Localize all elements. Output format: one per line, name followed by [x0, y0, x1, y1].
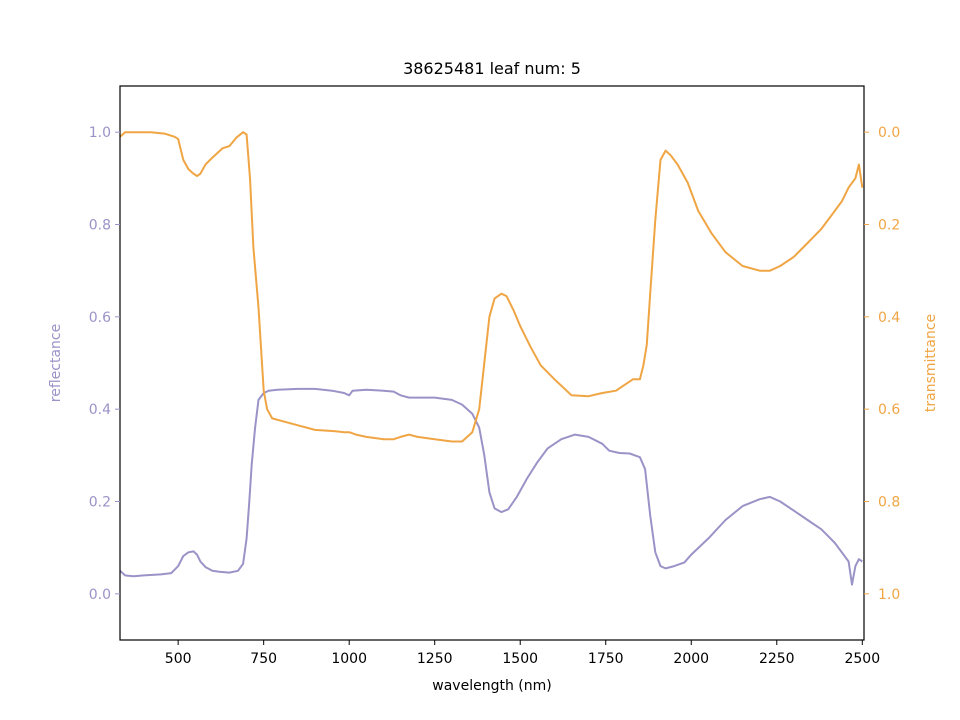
right-tick-label: 0.8	[878, 495, 900, 511]
x-tick-label: 2500	[844, 651, 880, 667]
x-tick-label: 1000	[331, 651, 367, 667]
chart-title: 38625481 leaf num: 5	[403, 59, 581, 78]
axes-frame	[119, 85, 865, 641]
x-tick-label: 750	[250, 651, 277, 667]
transmittance-line	[120, 131, 864, 443]
x-tick-label: 2000	[673, 651, 709, 667]
reflectance-line	[120, 387, 863, 586]
right-tick-label: 0.0	[878, 125, 900, 141]
right-tick-label: 0.6	[878, 402, 900, 418]
x-tick-label: 1250	[417, 651, 453, 667]
left-tick-label: 0.2	[89, 495, 111, 511]
left-tick-label: 0.8	[89, 218, 111, 234]
right-tick-label: 0.4	[878, 310, 900, 326]
left-tick-label: 0.0	[89, 587, 111, 603]
x-tick-label: 1500	[502, 651, 538, 667]
right-tick-label: 1.0	[878, 587, 900, 603]
series-layer	[120, 131, 864, 586]
left-tick-label: 1.0	[89, 125, 111, 141]
right-axis-ticks: 0.0 0.2 0.4 0.6 0.8 1.0	[864, 125, 900, 603]
x-tick-label: 500	[165, 651, 192, 667]
left-tick-label: 0.6	[89, 310, 111, 326]
x-tick-label: 2250	[759, 651, 795, 667]
x-axis-ticks: 500 750 1000 1250 1500 1750 2000 2250 2500	[165, 640, 880, 667]
left-tick-label: 0.4	[89, 402, 111, 418]
right-tick-label: 0.2	[878, 218, 900, 234]
left-axis-ticks: 0.0 0.2 0.4 0.6 0.8 1.0	[89, 125, 120, 603]
x-axis-label: wavelength (nm)	[432, 678, 551, 694]
left-axis-label: reflectance	[48, 324, 64, 402]
right-axis-label: transmittance	[923, 314, 939, 412]
x-tick-label: 1750	[588, 651, 624, 667]
